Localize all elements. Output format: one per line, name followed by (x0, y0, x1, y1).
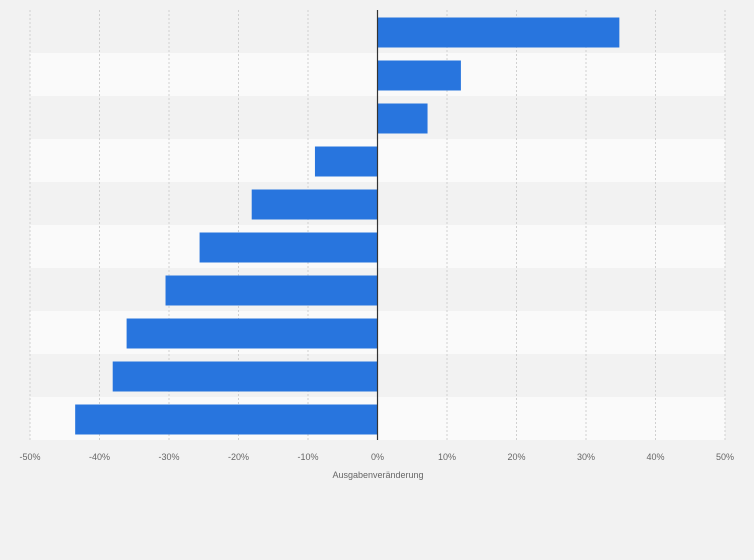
x-tick-label: 50% (716, 452, 734, 462)
x-tick-label: 30% (577, 452, 595, 462)
bar[interactable] (199, 232, 378, 263)
bar[interactable] (75, 404, 378, 435)
bar[interactable] (314, 146, 378, 177)
x-tick-label: 10% (438, 452, 456, 462)
x-tick-label: 40% (646, 452, 664, 462)
bar[interactable] (377, 60, 461, 91)
x-tick-labels: -50% -40% -30% -20% -10% 0% 10% 20% 30% 40% 50% (19, 452, 734, 462)
x-tick-label: -20% (228, 452, 249, 462)
x-tick-label: -30% (158, 452, 179, 462)
x-tick-label: -10% (297, 452, 318, 462)
bar[interactable] (165, 275, 378, 306)
bar[interactable] (377, 17, 620, 48)
x-tick-label: 20% (507, 452, 525, 462)
bar[interactable] (251, 189, 378, 220)
x-tick-label: 0% (371, 452, 384, 462)
x-tick-label: -50% (19, 452, 40, 462)
bar[interactable] (112, 361, 378, 392)
bar[interactable] (126, 318, 378, 349)
bar[interactable] (377, 103, 428, 134)
bars (75, 17, 620, 435)
x-tick-label: -40% (89, 452, 110, 462)
x-axis-label: Ausgabenveränderung (332, 470, 423, 480)
